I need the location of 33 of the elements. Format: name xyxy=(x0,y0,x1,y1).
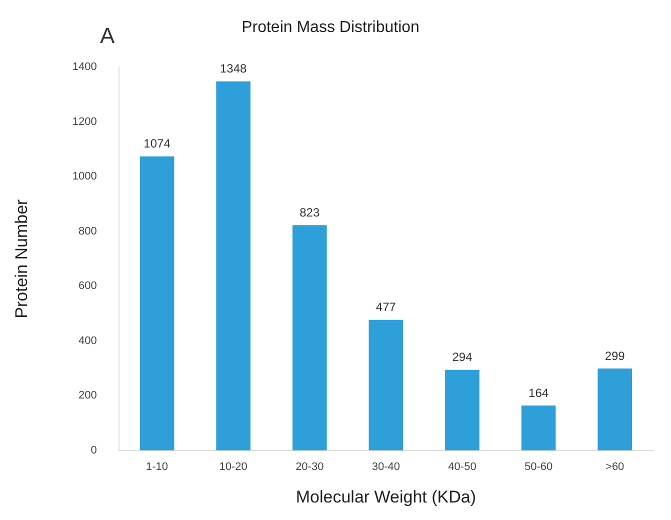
bar xyxy=(292,225,327,450)
data-label: 1074 xyxy=(144,136,171,151)
x-tick-label: 1-10 xyxy=(146,461,168,474)
y-tick-label: 800 xyxy=(78,225,97,238)
y-axis-title: Protein Number xyxy=(12,198,31,318)
y-tick-label: 400 xyxy=(78,334,97,347)
y-tick-label: 1000 xyxy=(72,170,97,183)
x-tick-label: 40-50 xyxy=(448,461,476,474)
y-tick-label: 600 xyxy=(78,280,97,292)
data-label: 164 xyxy=(528,386,549,400)
bar xyxy=(445,370,480,450)
y-tick-label: 200 xyxy=(78,390,97,402)
x-tick-label: 50-60 xyxy=(524,461,553,474)
data-label: 823 xyxy=(300,205,320,220)
data-label: 1348 xyxy=(220,62,247,76)
x-tick-label: 10-20 xyxy=(219,461,248,474)
data-label: 477 xyxy=(376,300,396,314)
x-tick-label: 30-40 xyxy=(372,461,400,474)
bar xyxy=(216,81,250,450)
data-label: 299 xyxy=(604,348,626,363)
bar xyxy=(598,368,632,450)
bar xyxy=(368,320,404,450)
data-label: 294 xyxy=(452,350,473,364)
y-tick-label: 1400 xyxy=(72,61,97,74)
chart-title: Protein Mass Distribution xyxy=(242,19,420,36)
x-tick-label: >60 xyxy=(606,461,624,474)
bar xyxy=(140,156,174,450)
y-tick-label: 1200 xyxy=(72,116,97,128)
y-tick-label: 0 xyxy=(90,444,97,456)
bar xyxy=(521,406,556,450)
x-tick-label: 20-30 xyxy=(296,461,324,474)
x-axis-title: Molecular Weight (KDa) xyxy=(296,487,476,506)
text: A xyxy=(100,23,115,48)
